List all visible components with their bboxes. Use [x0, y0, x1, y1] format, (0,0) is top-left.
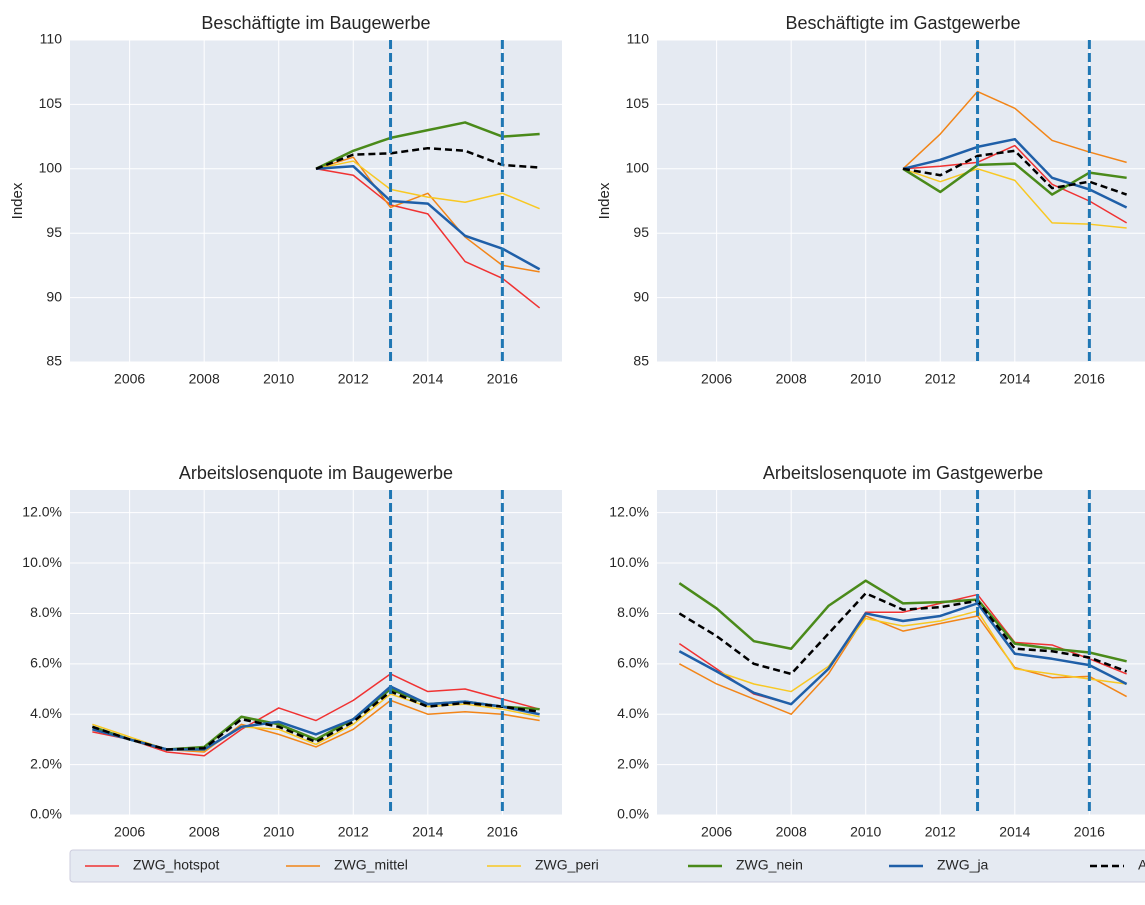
y-tick-label: 12.0% — [609, 503, 649, 519]
legend: ZWG_hotspot ZWG_mittel ZWG_peri ZWG_nein ZWG… — [69, 849, 1145, 883]
y-tick-label: 12.0% — [22, 503, 62, 519]
x-tick-label: 2006 — [701, 824, 732, 840]
legend-label: ZWG_hotspot — [133, 857, 219, 873]
y-tick-label: 85 — [633, 353, 649, 369]
y-tick-label: 10.0% — [609, 554, 649, 570]
x-tick-label: 2010 — [850, 371, 881, 387]
plot-area — [657, 40, 1145, 362]
y-tick-label: 90 — [46, 288, 62, 304]
x-tick-label: 2014 — [999, 824, 1030, 840]
y-tick-label: 4.0% — [30, 705, 62, 721]
x-tick-label: 2016 — [487, 824, 518, 840]
y-tick-label: 105 — [39, 95, 63, 111]
x-tick-label: 2014 — [412, 824, 443, 840]
subplot: 0.0% 2.0% 4.0% 6.0% 8.0% 10.0% 12.0% 2006 2008 20… — [609, 463, 1145, 840]
series-line — [678, 592, 1128, 676]
y-tick-label: 105 — [626, 95, 650, 111]
y-tick-label: 90 — [633, 288, 649, 304]
y-tick-label: 0.0% — [30, 806, 62, 822]
series-line — [902, 149, 1128, 196]
y-tick-label: 8.0% — [617, 604, 649, 620]
x-tick-label: 2010 — [263, 824, 294, 840]
chart-title: Arbeitslosenquote im Baugewerbe — [179, 463, 453, 483]
x-tick-label: 2006 — [701, 371, 732, 387]
x-tick-label: 2014 — [412, 371, 443, 387]
x-tick-label: 2014 — [999, 371, 1030, 387]
legend-label: Alle — [1138, 857, 1145, 873]
subplot: 85 90 95 100 105 110 2006 2008 2010 2012 2014 2016 B… — [596, 13, 1145, 387]
subplot: 85 90 95 100 105 110 2006 2008 2010 2012 2014 2016 B… — [9, 13, 562, 387]
x-tick-label: 2012 — [338, 371, 369, 387]
subplot: 0.0% 2.0% 4.0% 6.0% 8.0% 10.0% 12.0% 2006 2008 20… — [22, 463, 562, 840]
x-tick-label: 2016 — [1074, 371, 1105, 387]
legend-label: ZWG_nein — [736, 857, 803, 873]
y-axis-label: Index — [9, 182, 26, 219]
series-line — [679, 610, 1127, 693]
x-tick-label: 2010 — [850, 824, 881, 840]
series-line — [315, 160, 540, 210]
series-line — [679, 615, 1127, 715]
x-tick-label: 2016 — [1074, 824, 1105, 840]
chart-title: Beschäftigte im Baugewerbe — [201, 13, 430, 33]
x-tick-label: 2010 — [263, 371, 294, 387]
y-tick-label: 110 — [40, 31, 63, 47]
y-tick-label: 2.0% — [30, 755, 62, 771]
x-tick-label: 2006 — [114, 824, 145, 840]
y-tick-label: 10.0% — [22, 554, 62, 570]
plot-area — [70, 40, 562, 362]
y-tick-label: 8.0% — [30, 604, 62, 620]
y-tick-label: 0.0% — [617, 806, 649, 822]
y-tick-label: 4.0% — [617, 705, 649, 721]
x-tick-label: 2012 — [925, 824, 956, 840]
y-tick-label: 100 — [39, 160, 63, 176]
x-tick-label: 2008 — [776, 824, 807, 840]
legend-label: ZWG_peri — [535, 857, 599, 873]
chart-title: Beschäftigte im Gastgewerbe — [785, 13, 1020, 33]
y-tick-label: 6.0% — [617, 655, 649, 671]
y-tick-label: 95 — [633, 224, 649, 240]
legend-label: ZWG_mittel — [334, 857, 408, 873]
x-tick-label: 2008 — [189, 824, 220, 840]
series-line — [91, 690, 540, 751]
x-tick-label: 2012 — [925, 371, 956, 387]
chart-title: Arbeitslosenquote im Gastgewerbe — [763, 463, 1043, 483]
series-line — [678, 602, 1128, 706]
y-tick-label: 100 — [626, 160, 650, 176]
x-tick-label: 2006 — [114, 371, 145, 387]
y-tick-label: 85 — [46, 353, 62, 369]
x-tick-label: 2012 — [338, 824, 369, 840]
y-tick-label: 2.0% — [617, 755, 649, 771]
x-tick-label: 2016 — [487, 371, 518, 387]
plot-area — [70, 490, 562, 815]
series-line — [92, 673, 540, 757]
y-tick-label: 95 — [46, 224, 62, 240]
y-axis-label: Index — [596, 182, 613, 219]
x-tick-label: 2008 — [776, 371, 807, 387]
legend-label: ZWG_ja — [937, 857, 989, 873]
y-tick-label: 110 — [627, 31, 650, 47]
x-tick-label: 2008 — [189, 371, 220, 387]
y-tick-label: 6.0% — [30, 655, 62, 671]
series-line — [678, 579, 1127, 663]
legend-box — [69, 849, 1145, 883]
